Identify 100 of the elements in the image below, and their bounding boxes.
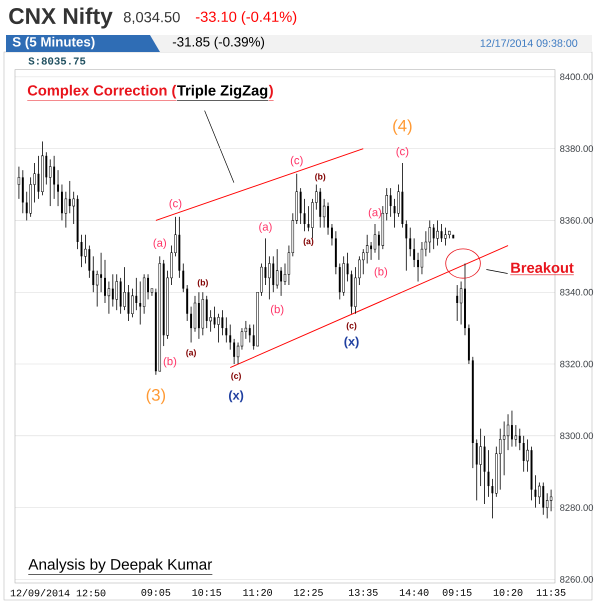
candlestick — [18, 166, 20, 200]
candlestick — [229, 324, 232, 350]
candlestick — [460, 281, 462, 325]
candlestick — [413, 238, 416, 268]
chart-title: CNX Nifty — [9, 7, 113, 29]
annotation: (a) — [259, 222, 272, 233]
candlestick — [112, 274, 114, 307]
candlestick — [550, 489, 552, 512]
candlestick — [225, 316, 228, 343]
text: S:8035.75 — [28, 57, 86, 65]
annotation: Analysis by Deepak Kumar — [28, 558, 212, 573]
candlestick — [214, 306, 216, 329]
annotation: Breakout — [511, 262, 574, 273]
text: -33.10 (-0.41%) — [196, 11, 296, 25]
candlestick — [546, 492, 548, 519]
x-tick-label: 10:15 — [192, 589, 222, 596]
candlestick — [300, 188, 302, 224]
candlestick — [304, 198, 306, 232]
x-tick-label: 12:25 — [294, 589, 323, 596]
annotation: (c) — [231, 372, 242, 381]
candlestick — [417, 252, 420, 282]
candlestick — [96, 270, 98, 307]
candlestick — [104, 260, 106, 304]
candlestick — [108, 281, 110, 314]
candlestick — [538, 482, 541, 504]
candlestick — [57, 170, 60, 206]
candlestick — [221, 310, 224, 336]
annotation: (3) — [146, 388, 166, 404]
candlestick — [84, 234, 87, 264]
x-tick-label: 12/09/2014 12:50 — [10, 589, 106, 596]
annotation: (b) — [198, 279, 208, 288]
candlestick — [444, 227, 447, 246]
x-tick-label: 11:20 — [243, 589, 272, 596]
candlestick — [456, 284, 458, 322]
candlestick — [100, 252, 102, 293]
y-tick-label: 8340.00 — [560, 288, 594, 296]
candlestick — [80, 234, 83, 268]
x-tick-label: 09:15 — [442, 589, 472, 596]
candlestick — [506, 414, 510, 451]
annotation: (4) — [393, 119, 412, 135]
candlestick — [128, 284, 130, 322]
annotation: (a) — [186, 349, 196, 358]
annotation: (c) — [170, 198, 182, 210]
y-tick-label: 8260.00 — [560, 576, 594, 583]
candlestick — [488, 450, 490, 498]
candlestick — [38, 155, 40, 200]
annotation: (b) — [271, 304, 284, 316]
x-tick-label: 09:05 — [142, 589, 170, 596]
annotation: (x) — [229, 390, 244, 402]
candlestick — [534, 474, 536, 508]
annotation: ) — [268, 84, 273, 98]
candlestick — [428, 220, 432, 254]
annotation: (b) — [374, 267, 388, 278]
y-tick-label: 8360.00 — [560, 217, 594, 224]
y-tick-label: 8320.00 — [560, 360, 594, 368]
candlestick — [88, 245, 90, 278]
candlestick — [68, 180, 71, 214]
candlestick — [49, 159, 52, 206]
x-tick-label: 10:20 — [494, 589, 522, 596]
candlestick — [280, 266, 282, 296]
text: 12/17/2014 09:38:00 — [480, 39, 578, 47]
annotation: (c) — [290, 156, 303, 166]
candlestick — [64, 191, 68, 228]
x-tick-label: 13:35 — [349, 589, 378, 596]
candlestick — [390, 188, 392, 218]
candlestick — [217, 313, 220, 343]
candlestick — [276, 248, 278, 290]
annotation: (c) — [346, 322, 356, 330]
candlestick — [409, 227, 412, 257]
candlestick — [233, 338, 236, 364]
annotation: (a) — [368, 208, 382, 219]
candlestick — [522, 435, 525, 472]
candlestick — [61, 184, 63, 221]
candlestick — [374, 224, 376, 254]
x-tick-label: 14:40 — [400, 589, 429, 596]
annotation: (b) — [164, 356, 176, 368]
candlestick — [135, 277, 138, 311]
candlestick — [116, 274, 118, 311]
candlestick — [131, 288, 134, 318]
candlestick — [331, 224, 333, 246]
annotation: (a) — [304, 238, 314, 246]
candlestick — [366, 234, 368, 264]
candlestick — [209, 310, 212, 332]
candlestick — [190, 306, 192, 343]
candlestick — [479, 428, 482, 486]
candlestick — [514, 424, 518, 447]
candlestick — [123, 266, 126, 311]
text: -31.85 (-0.39%) — [172, 36, 264, 50]
candlestick — [53, 155, 56, 200]
y-tick-label: 8380.00 — [560, 145, 594, 152]
candlestick — [420, 242, 424, 275]
annotation: Complex Correction ( — [28, 84, 176, 98]
candlestick — [139, 281, 142, 325]
candlestick — [362, 248, 365, 275]
candlestick — [499, 428, 502, 490]
y-tick-label: 8300.00 — [560, 432, 594, 440]
annotation: (c) — [396, 146, 408, 158]
candlestick — [45, 152, 48, 185]
candlestick — [308, 206, 310, 232]
candlestick — [327, 202, 330, 236]
